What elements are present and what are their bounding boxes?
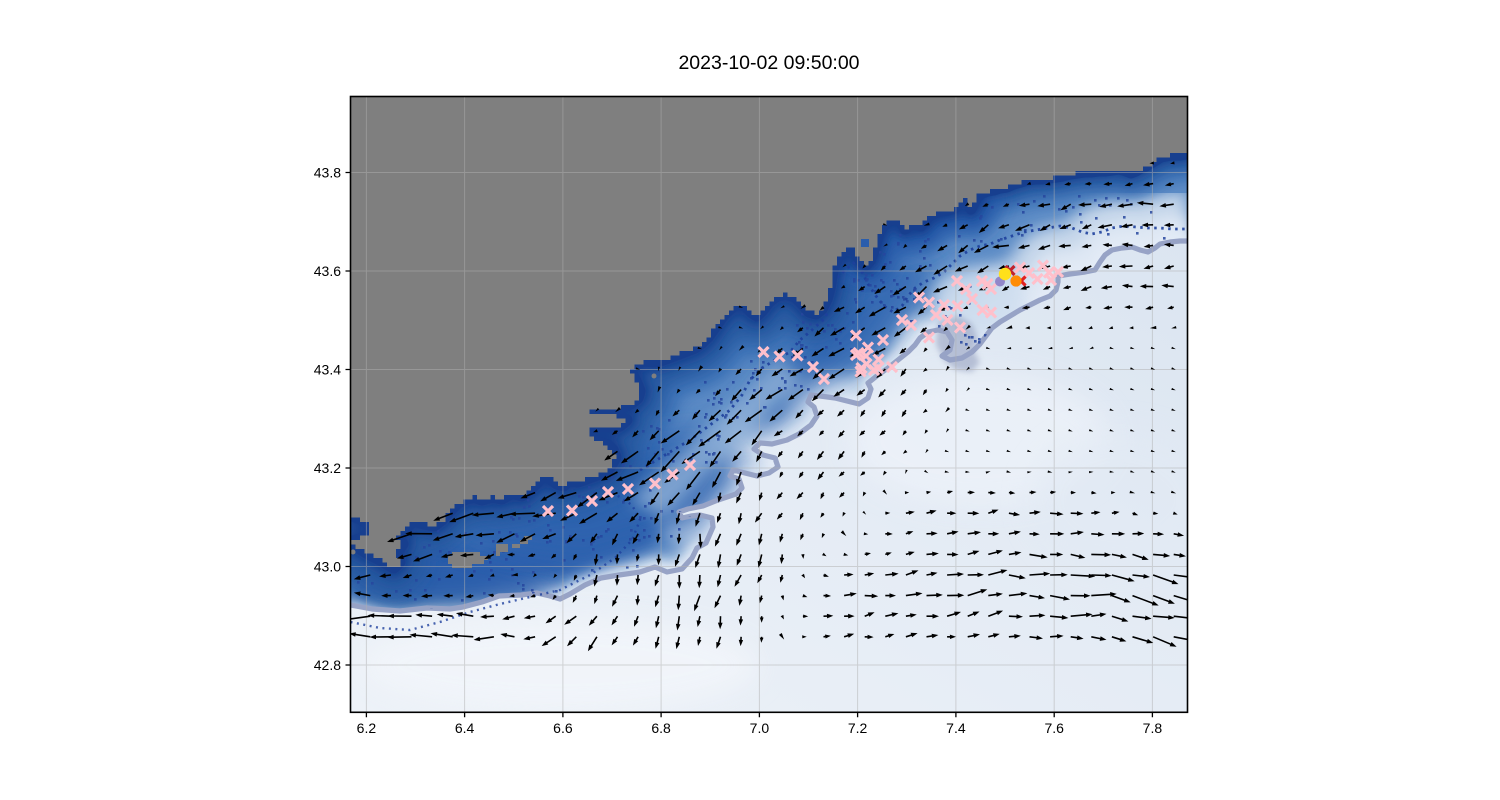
svg-text:7.0: 7.0: [750, 720, 770, 736]
svg-text:43.8: 43.8: [314, 165, 341, 181]
svg-text:7.2: 7.2: [848, 720, 868, 736]
svg-text:6.2: 6.2: [357, 720, 377, 736]
svg-text:6.6: 6.6: [553, 720, 573, 736]
svg-text:42.8: 42.8: [314, 657, 341, 673]
svg-text:43.4: 43.4: [314, 362, 341, 378]
svg-text:43.2: 43.2: [314, 460, 341, 476]
svg-text:43.6: 43.6: [314, 263, 341, 279]
svg-text:2023-10-02 09:50:00: 2023-10-02 09:50:00: [678, 52, 859, 74]
svg-text:7.8: 7.8: [1143, 720, 1163, 736]
svg-text:43.0: 43.0: [314, 559, 341, 575]
svg-text:7.4: 7.4: [946, 720, 966, 736]
svg-text:7.6: 7.6: [1044, 720, 1064, 736]
svg-text:6.8: 6.8: [651, 720, 671, 736]
svg-text:6.4: 6.4: [455, 720, 475, 736]
